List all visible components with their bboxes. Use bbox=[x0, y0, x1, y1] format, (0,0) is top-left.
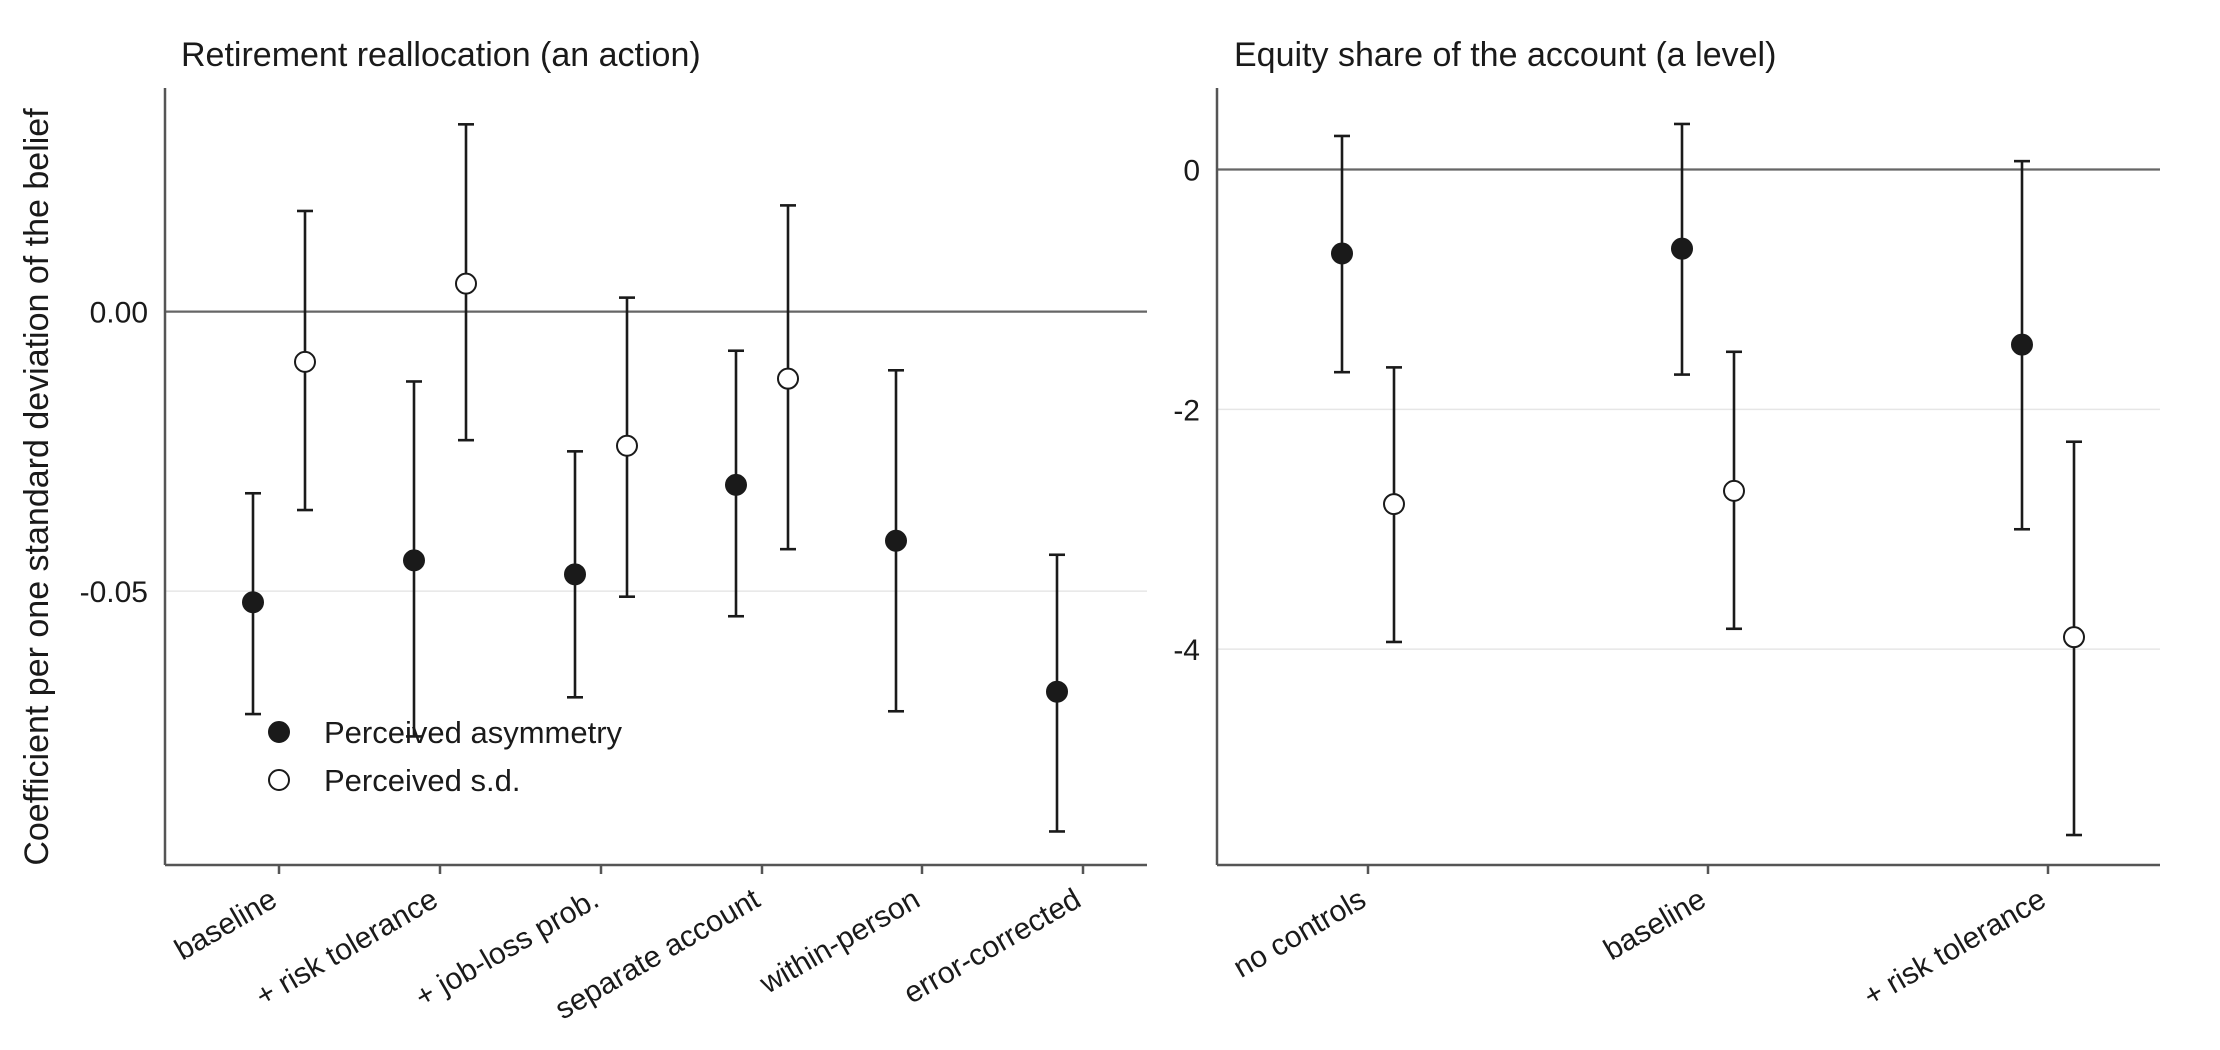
point-perceived-asymmetry bbox=[242, 591, 264, 614]
point-perceived-asymmetry bbox=[564, 563, 586, 586]
x-tick-label: baseline bbox=[169, 882, 282, 966]
x-tick-label: + risk tolerance bbox=[1858, 882, 2051, 1013]
point-perceived-asymmetry bbox=[885, 529, 907, 552]
y-tick-label: 0.00 bbox=[90, 297, 148, 330]
y-tick-label: -2 bbox=[1173, 394, 1200, 427]
left-panel: Retirement reallocation (an action) 0.00… bbox=[80, 36, 1147, 1026]
point-perceived-s-d bbox=[777, 367, 799, 390]
point-perceived-asymmetry bbox=[1046, 680, 1068, 703]
point-perceived-asymmetry bbox=[2011, 333, 2033, 356]
legend-label-asymmetry: Perceived asymmetry bbox=[324, 715, 623, 750]
right-panel: Equity share of the account (a level) 0 -… bbox=[1173, 36, 2160, 1013]
right-panel-plot: 0 -2 -4 no controls baseline + risk tolerance bbox=[1173, 88, 2160, 1013]
right-panel-title: Equity share of the account (a level) bbox=[1234, 36, 1776, 74]
x-tick-label: error-corrected bbox=[898, 882, 1086, 1010]
point-perceived-s-d bbox=[294, 350, 316, 373]
y-tick-label: 0 bbox=[1183, 155, 1200, 188]
y-tick-label: -4 bbox=[1173, 634, 1200, 667]
legend-marker-sd bbox=[268, 769, 290, 791]
x-tick-label: no controls bbox=[1228, 882, 1372, 984]
point-perceived-s-d bbox=[616, 434, 638, 457]
point-perceived-asymmetry bbox=[403, 549, 425, 572]
point-perceived-asymmetry bbox=[725, 473, 747, 496]
y-tick-label: -0.05 bbox=[80, 576, 148, 609]
point-perceived-asymmetry bbox=[1331, 242, 1353, 265]
point-perceived-s-d bbox=[1723, 479, 1745, 502]
left-panel-title: Retirement reallocation (an action) bbox=[181, 36, 701, 74]
legend-marker-asymmetry bbox=[268, 721, 290, 743]
legend-label-sd: Perceived s.d. bbox=[324, 763, 520, 798]
x-tick-label: baseline bbox=[1598, 882, 1711, 966]
point-perceived-s-d bbox=[1383, 493, 1405, 516]
legend: Perceived asymmetry Perceived s.d. bbox=[268, 715, 623, 798]
y-axis-label: Coefficient per one standard deviation o… bbox=[18, 108, 56, 866]
point-perceived-asymmetry bbox=[1671, 237, 1693, 260]
point-perceived-s-d bbox=[2063, 626, 2085, 649]
point-perceived-s-d bbox=[455, 272, 477, 295]
